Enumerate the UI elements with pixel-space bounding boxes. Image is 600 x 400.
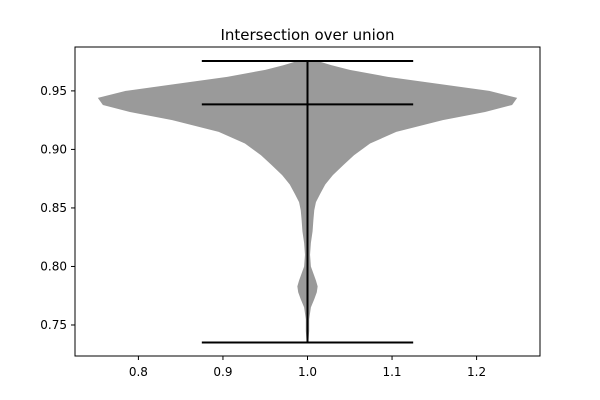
x-axis: 0.8 0.9 1.0 1.1 1.2: [129, 356, 486, 379]
x-tick-label: 1.1: [382, 365, 401, 379]
stats-lines-layer: [201, 60, 414, 344]
x-tick-label: 1.0: [298, 365, 317, 379]
y-tick-label: 0.90: [40, 142, 67, 156]
y-tick-label: 0.75: [40, 318, 67, 332]
y-tick-label: 0.95: [40, 84, 67, 98]
chart-title: Intersection over union: [220, 26, 394, 44]
x-tick-label: 0.8: [129, 365, 148, 379]
x-tick-label: 0.9: [213, 365, 232, 379]
plot-area: [74, 46, 541, 357]
y-tick-label: 0.85: [40, 201, 67, 215]
y-axis: 0.75 0.80 0.85 0.90 0.95: [40, 84, 75, 332]
x-tick-label: 1.2: [467, 365, 486, 379]
y-tick-label: 0.80: [40, 259, 67, 273]
